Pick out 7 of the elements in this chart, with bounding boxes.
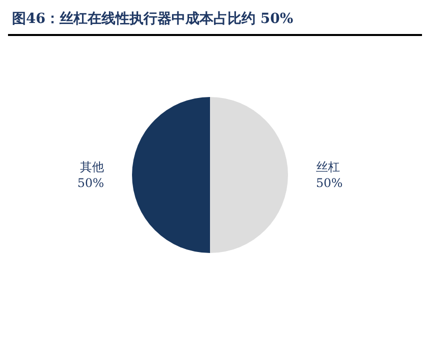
slice-label: 丝杠 — [316, 160, 340, 174]
slice-label: 其他 — [80, 160, 104, 174]
data-label: 50% — [316, 176, 343, 190]
data-label: 50% — [77, 176, 104, 190]
pie-slice — [132, 97, 210, 253]
pie-slice — [210, 97, 288, 253]
chart-title: 图46：丝杠在线性执行器中成本占比约 50% — [8, 8, 422, 36]
